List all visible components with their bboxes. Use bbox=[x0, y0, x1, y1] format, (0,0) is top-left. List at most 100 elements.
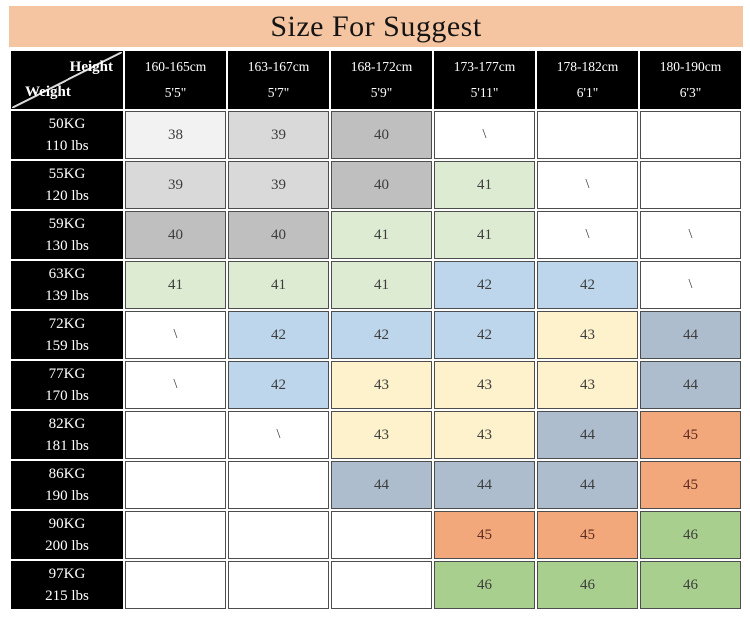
size-cell: 42 bbox=[331, 311, 432, 359]
table-row: 63KG 139 lbs 41 41 41 42 42 \ bbox=[11, 261, 741, 309]
row-header: 90KG 200 lbs bbox=[11, 511, 123, 559]
weight-kg-label: 97KG bbox=[48, 565, 86, 582]
weight-kg-label: 90KG bbox=[48, 515, 86, 532]
weight-kg-label: 86KG bbox=[48, 465, 86, 482]
size-cell: 39 bbox=[228, 111, 329, 159]
size-cell: 41 bbox=[228, 261, 329, 309]
size-cell: 42 bbox=[228, 311, 329, 359]
size-cell: 43 bbox=[434, 361, 535, 409]
column-header-3: 173-177cm 5'11" bbox=[434, 51, 535, 109]
row-header: 59KG 130 lbs bbox=[11, 211, 123, 259]
size-cell bbox=[125, 411, 226, 459]
table-row: 86KG 190 lbs 44 44 44 45 bbox=[11, 461, 741, 509]
size-cell: 40 bbox=[228, 211, 329, 259]
weight-label: Weight bbox=[25, 84, 71, 100]
column-cm-label: 163-167cm bbox=[247, 58, 310, 74]
weight-kg-label: 55KG bbox=[48, 165, 86, 182]
size-cell: \ bbox=[640, 261, 741, 309]
size-cell: \ bbox=[125, 311, 226, 359]
column-cm-label: 168-172cm bbox=[350, 58, 413, 74]
column-ft-label: 6'3" bbox=[679, 85, 702, 100]
column-ft-label: 5'7" bbox=[267, 85, 290, 100]
size-cell: 44 bbox=[640, 361, 741, 409]
weight-kg-label: 82KG bbox=[48, 415, 86, 432]
size-cell: 42 bbox=[537, 261, 638, 309]
size-cell: 41 bbox=[434, 211, 535, 259]
table-row: 82KG 181 lbs \ 43 43 44 45 bbox=[11, 411, 741, 459]
size-cell: 42 bbox=[228, 361, 329, 409]
size-cell: 43 bbox=[537, 311, 638, 359]
size-cell: 41 bbox=[331, 261, 432, 309]
size-cell: 41 bbox=[434, 161, 535, 209]
size-cell: 40 bbox=[125, 211, 226, 259]
size-cell: 40 bbox=[331, 111, 432, 159]
weight-lbs-label: 170 lbs bbox=[45, 388, 89, 404]
size-cell: 42 bbox=[434, 311, 535, 359]
column-cm-label: 160-165cm bbox=[144, 58, 207, 74]
size-cell: 42 bbox=[434, 261, 535, 309]
row-header: 50KG 110 lbs bbox=[11, 111, 123, 159]
weight-lbs-label: 110 lbs bbox=[45, 138, 89, 154]
column-cm-label: 178-182cm bbox=[556, 58, 619, 74]
weight-lbs-label: 159 lbs bbox=[45, 338, 89, 354]
column-header-2: 168-172cm 5'9" bbox=[331, 51, 432, 109]
weight-kg-label: 77KG bbox=[48, 365, 86, 382]
size-cell: 43 bbox=[331, 361, 432, 409]
chart-title: Size For Suggest bbox=[270, 9, 482, 43]
row-header: 72KG 159 lbs bbox=[11, 311, 123, 359]
size-cell: 43 bbox=[434, 411, 535, 459]
table-row: 77KG 170 lbs \ 42 43 43 43 44 bbox=[11, 361, 741, 409]
size-cell: 44 bbox=[434, 461, 535, 509]
size-cell: \ bbox=[228, 411, 329, 459]
table-row: 50KG 110 lbs 38 39 40 \ bbox=[11, 111, 741, 159]
chart-title-bar: Size For Suggest bbox=[9, 6, 743, 47]
row-header: 63KG 139 lbs bbox=[11, 261, 123, 309]
table-body: 50KG 110 lbs 38 39 40 \ 55KG 120 lbs 39 39 40 41 \ 59… bbox=[11, 111, 741, 609]
row-header: 97KG 215 lbs bbox=[11, 561, 123, 609]
size-cell bbox=[125, 511, 226, 559]
size-cell: 46 bbox=[640, 561, 741, 609]
column-ft-label: 5'9" bbox=[370, 85, 393, 100]
size-cell bbox=[228, 511, 329, 559]
column-header-0: 160-165cm 5'5" bbox=[125, 51, 226, 109]
size-cell: 44 bbox=[640, 311, 741, 359]
size-cell: 43 bbox=[537, 361, 638, 409]
column-ft-label: 5'5" bbox=[164, 85, 187, 100]
size-cell: 45 bbox=[640, 461, 741, 509]
size-cell bbox=[125, 461, 226, 509]
size-cell: \ bbox=[125, 361, 226, 409]
size-cell: 44 bbox=[537, 411, 638, 459]
header-row: Height Weight 160-165cm 5'5" 163-167cm 5'7"… bbox=[11, 51, 741, 109]
weight-lbs-label: 215 lbs bbox=[45, 588, 89, 604]
table-row: 72KG 159 lbs \ 42 42 42 43 44 bbox=[11, 311, 741, 359]
size-cell: 46 bbox=[640, 511, 741, 559]
weight-lbs-label: 139 lbs bbox=[45, 288, 89, 304]
column-cm-label: 173-177cm bbox=[453, 58, 516, 74]
size-cell bbox=[640, 111, 741, 159]
table-row: 59KG 130 lbs 40 40 41 41 \ \ bbox=[11, 211, 741, 259]
row-header: 55KG 120 lbs bbox=[11, 161, 123, 209]
weight-lbs-label: 200 lbs bbox=[45, 538, 89, 554]
size-cell: 41 bbox=[331, 211, 432, 259]
row-header: 77KG 170 lbs bbox=[11, 361, 123, 409]
size-cell: \ bbox=[434, 111, 535, 159]
size-cell: 46 bbox=[537, 561, 638, 609]
weight-lbs-label: 120 lbs bbox=[45, 188, 89, 204]
weight-lbs-label: 190 lbs bbox=[45, 488, 89, 504]
size-cell bbox=[331, 561, 432, 609]
size-cell: 46 bbox=[434, 561, 535, 609]
table-row: 97KG 215 lbs 46 46 46 bbox=[11, 561, 741, 609]
size-cell: 40 bbox=[331, 161, 432, 209]
weight-kg-label: 59KG bbox=[48, 215, 86, 232]
row-header: 86KG 190 lbs bbox=[11, 461, 123, 509]
table-row: 55KG 120 lbs 39 39 40 41 \ bbox=[11, 161, 741, 209]
column-header-5: 180-190cm 6'3" bbox=[640, 51, 741, 109]
size-cell: 38 bbox=[125, 111, 226, 159]
size-cell: \ bbox=[537, 161, 638, 209]
size-cell: 39 bbox=[125, 161, 226, 209]
column-header-4: 178-182cm 6'1" bbox=[537, 51, 638, 109]
row-header: 82KG 181 lbs bbox=[11, 411, 123, 459]
weight-kg-label: 63KG bbox=[48, 265, 86, 282]
size-cell: \ bbox=[640, 211, 741, 259]
